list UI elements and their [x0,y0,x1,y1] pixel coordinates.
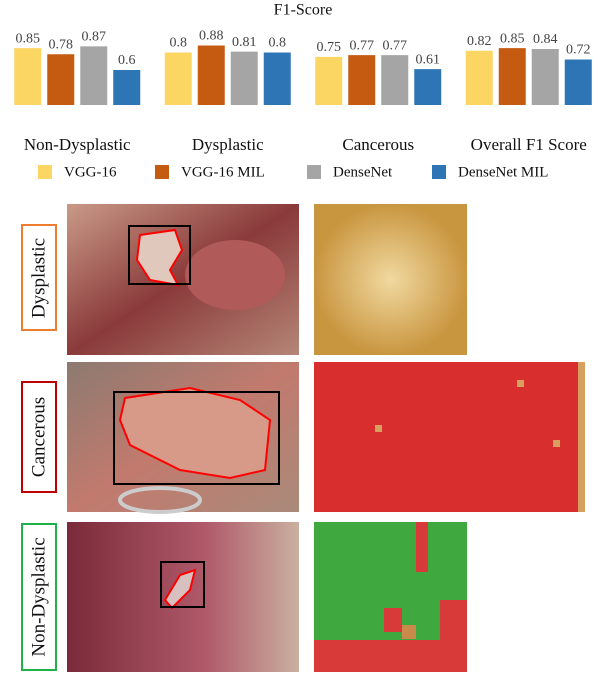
label-box [21,523,57,671]
cell [375,425,382,432]
value-label: 0.81 [232,35,257,50]
x-tick-label: Non-Dysplastic [24,135,131,154]
tongue [185,240,285,310]
cell [578,362,585,512]
bar [164,52,192,105]
lesion-outline [118,386,272,480]
panel-label: Dysplastic [28,238,49,318]
bar [315,56,343,105]
mirror [118,486,202,514]
bar [564,59,592,105]
heatmap [314,362,585,512]
x-tick-label: Cancerous [342,135,414,154]
panel-label: Cancerous [28,397,49,477]
panel-label: Non-Dysplastic [28,537,49,656]
bar [531,49,559,105]
panel-labels: Dysplastic Cancerous Non-Dysplastic [21,224,57,671]
cell [402,625,416,639]
cell [384,608,402,632]
image-dysplastic [67,204,467,355]
legend-label: VGG-16 [64,164,117,180]
bar [498,48,526,105]
value-label: 0.8 [269,36,287,51]
legend-label: DenseNet MIL [458,164,548,180]
cell [553,440,560,447]
heatmap [314,204,467,355]
bar [230,51,258,105]
x-tick-label: Dysplastic [192,135,264,154]
bar [14,48,42,105]
value-label: 0.61 [416,52,441,67]
value-label: 0.77 [350,38,375,53]
value-label: 0.75 [317,40,342,55]
bar-chart: Non-Dysplastic 0.85 0.78 0.87 0.6 Dysplastic 0… [14,29,592,180]
bar [414,69,442,105]
value-label: 0.82 [467,34,492,49]
bar [465,50,493,105]
bar [263,52,291,105]
bbox [128,225,191,285]
legend-swatch [38,165,52,179]
value-label: 0.88 [199,29,224,44]
image-non-dysplastic [67,522,467,672]
cell [314,640,467,672]
bar [381,55,409,105]
x-tick-label: Overall F1 Score [471,135,587,154]
label-box [21,224,57,331]
bar [47,54,75,105]
value-label: 0.87 [82,30,107,45]
value-label: 0.8 [170,36,188,51]
legend-swatch [307,165,321,179]
value-label: 0.78 [49,37,74,52]
value-label: 0.72 [566,43,591,58]
label-box [21,381,57,493]
bar [113,70,141,105]
value-label: 0.6 [118,53,136,68]
chart-title: F1-Score [274,2,333,19]
value-label: 0.85 [500,31,525,46]
cell [440,600,467,640]
bar [348,55,376,105]
bbox [160,561,205,608]
lesion-outline [135,228,184,287]
legend-swatch [155,165,169,179]
image-cancerous [67,362,585,514]
legend-label: VGG-16 MIL [181,164,265,180]
cell [416,522,428,572]
legend-label: DenseNet [333,164,393,180]
value-label: 0.84 [533,32,558,47]
value-label: 0.77 [383,38,408,53]
bar [80,46,108,105]
bbox [113,391,280,485]
cell [517,380,524,387]
bar [197,45,225,105]
legend-swatch [432,165,446,179]
value-label: 0.85 [16,31,41,46]
